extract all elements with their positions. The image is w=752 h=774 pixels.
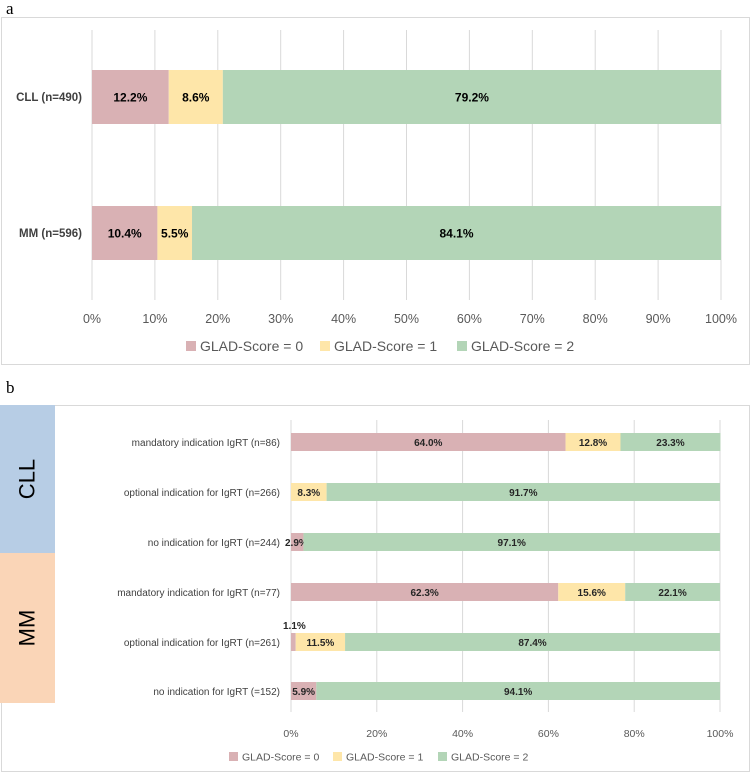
group-block-cll <box>0 405 55 553</box>
data-label-b: 91.7% <box>509 488 537 499</box>
legend-label-a: GLAD-Score = 2 <box>471 338 574 354</box>
category-label-a: MM (n=596) <box>19 228 82 240</box>
bar-segment-b-glad-score-1 <box>558 583 626 601</box>
data-label-b: 12.8% <box>579 438 607 449</box>
data-label-a: 5.5% <box>161 227 189 241</box>
bar-segment-a-glad-score-0 <box>92 206 158 260</box>
legend-swatch-a-glad-score-1 <box>320 341 330 351</box>
legend-label-b: GLAD-Score = 2 <box>451 752 528 764</box>
data-label-b: 87.4% <box>518 638 546 649</box>
x-tick-label-b: 80% <box>624 728 645 740</box>
data-label-a: 10.4% <box>108 227 142 241</box>
category-label-b: mandatory indication IgRT (n=86) <box>132 438 280 449</box>
legend-label-b: GLAD-Score = 1 <box>346 752 423 764</box>
panel-a-chart: 0% 10% 20% 30% 40% 50% 60% 70% 80% 90% 100% CLL (n=… <box>16 30 737 354</box>
x-tick-label-a: 70% <box>520 312 545 326</box>
x-tick-label-b: 60% <box>538 728 559 740</box>
group-label-cll: CLL <box>15 459 40 499</box>
legend-label-b: GLAD-Score = 0 <box>242 752 319 764</box>
bar-segment-b-glad-score-0 <box>291 433 566 451</box>
category-label-b: no indication for IgRT (n=244) <box>148 538 280 549</box>
data-label-b: 97.1% <box>498 538 526 549</box>
x-tick-label-a: 90% <box>646 312 671 326</box>
data-label-b: 1.1% <box>283 621 306 632</box>
legend-swatch-a-glad-score-0 <box>186 341 196 351</box>
x-tick-label-a: 20% <box>205 312 230 326</box>
bar-segment-b-glad-score-0 <box>291 583 559 601</box>
data-label-a: 12.2% <box>113 91 147 105</box>
panel-letter-a: a <box>6 0 14 18</box>
bar-segment-b-glad-score-2 <box>316 682 720 700</box>
bar-segment-b-glad-score-2 <box>326 483 720 501</box>
legend-swatch-b-glad-score-2 <box>438 752 447 761</box>
x-tick-label-a: 80% <box>583 312 608 326</box>
data-label-b: 64.0% <box>414 438 442 449</box>
bar-segment-b-glad-score-2 <box>345 633 720 651</box>
bar-segment-a-glad-score-2 <box>192 206 722 260</box>
category-label-b: optional indication for IgRT (n=261) <box>124 638 280 649</box>
bar-segment-b-glad-score-0 <box>291 682 317 700</box>
bar-segment-b-glad-score-0 <box>291 633 296 651</box>
x-tick-label-a: 60% <box>457 312 482 326</box>
data-label-b: 62.3% <box>410 588 438 599</box>
x-tick-label-b: 20% <box>366 728 387 740</box>
data-label-b: 23.3% <box>656 438 684 449</box>
panel-letter-b: b <box>6 378 15 397</box>
group-block-mm <box>0 553 55 703</box>
bar-segment-a-glad-score-2 <box>222 70 721 124</box>
panel-b-chart: 0% 20% 40% 60% 80% 100% CLL MM mandatory indicat… <box>0 405 733 764</box>
data-label-b: 22.1% <box>658 588 686 599</box>
x-tick-label-b: 40% <box>452 728 473 740</box>
bar-segment-b-glad-score-0 <box>291 533 304 551</box>
data-label-a: 8.6% <box>182 91 210 105</box>
legend-swatch-a-glad-score-2 <box>457 341 467 351</box>
x-tick-label-a: 100% <box>705 312 737 326</box>
bar-segment-a-glad-score-0 <box>92 70 169 124</box>
x-tick-label-a: 0% <box>83 312 101 326</box>
legend-swatch-b-glad-score-1 <box>333 752 342 761</box>
bar-segment-a-glad-score-1 <box>157 206 193 260</box>
bar-segment-b-glad-score-1 <box>291 483 327 501</box>
x-tick-label-b: 100% <box>707 728 734 740</box>
bar-segment-b-glad-score-1 <box>295 633 346 651</box>
data-label-b: 5.9% <box>292 687 315 698</box>
bar-segment-b-glad-score-1 <box>565 433 621 451</box>
bar-segment-a-glad-score-1 <box>168 70 223 124</box>
group-label-mm: MM <box>15 610 40 647</box>
data-label-b: 2.9% <box>285 538 308 549</box>
legend-label-a: GLAD-Score = 0 <box>200 338 303 354</box>
x-tick-label-a: 50% <box>394 312 419 326</box>
x-tick-label-b: 0% <box>283 728 298 740</box>
data-label-a: 84.1% <box>439 227 473 241</box>
data-label-b: 11.5% <box>306 638 334 649</box>
category-label-b: mandatory indication for IgRT (n=77) <box>117 588 280 599</box>
legend-swatch-b-glad-score-0 <box>229 752 238 761</box>
bar-segment-b-glad-score-2 <box>625 583 720 601</box>
bar-segment-b-glad-score-2 <box>303 533 720 551</box>
category-label-b: no indication for IgRT (=152) <box>153 687 280 698</box>
bar-segment-b-glad-score-2 <box>620 433 721 451</box>
category-label-a: CLL (n=490) <box>16 92 82 104</box>
data-label-b: 94.1% <box>504 687 532 698</box>
x-tick-label-a: 40% <box>331 312 356 326</box>
legend-label-a: GLAD-Score = 1 <box>334 338 437 354</box>
data-label-b: 8.3% <box>297 488 320 499</box>
category-label-b: optional indication for IgRT (n=266) <box>124 488 280 499</box>
x-tick-label-a: 10% <box>142 312 167 326</box>
x-tick-label-a: 30% <box>268 312 293 326</box>
data-label-a: 79.2% <box>455 91 489 105</box>
panel-a-frame <box>1 17 750 365</box>
data-label-b: 15.6% <box>578 588 606 599</box>
